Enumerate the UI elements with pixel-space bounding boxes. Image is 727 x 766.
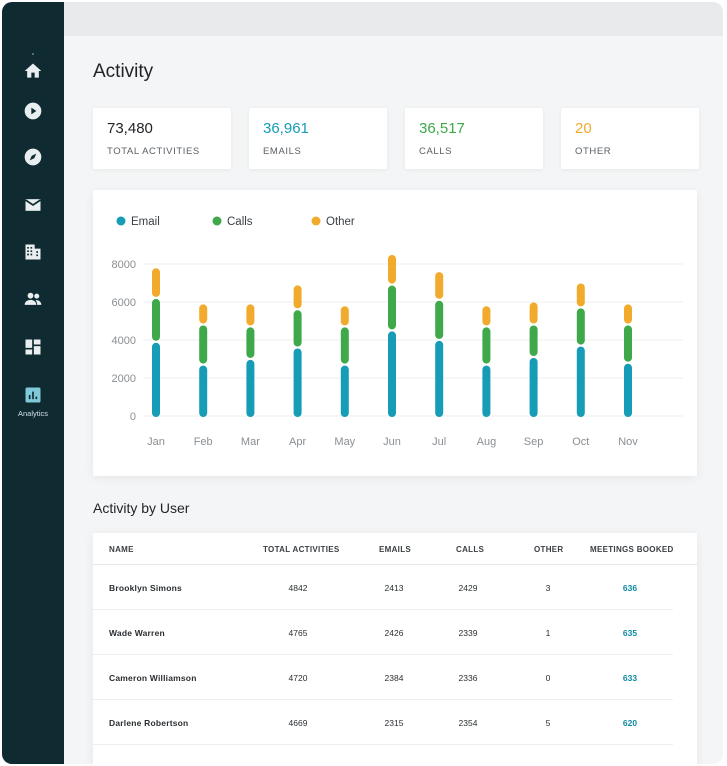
- dashboard-icon: [25, 339, 41, 355]
- cell-emails: 2384: [384, 673, 404, 683]
- page-title: Activity: [93, 61, 154, 82]
- stat-label: OTHER: [575, 146, 612, 157]
- sidebar-item-label: Analytics: [17, 409, 48, 418]
- stat-card-calls: 36,517 CALLS: [405, 108, 543, 169]
- cell-total: 4765: [288, 628, 308, 638]
- table-row[interactable]: Cameron Williamson 4720 2384 2336 0 633: [93, 655, 673, 700]
- y-tick-label: 2000: [112, 373, 136, 385]
- legend-dot: [212, 216, 222, 226]
- compass-icon: [24, 148, 42, 166]
- legend-dot: [311, 216, 321, 226]
- sidebar-item-dashboards[interactable]: [2, 337, 64, 357]
- x-tick-label: Jul: [432, 436, 446, 448]
- stat-card-other: 20 OTHER: [561, 108, 699, 169]
- activity-chart-card: 0 2000 4000 6000 8000 Email Calls Other Jan Feb Ma…: [93, 190, 697, 476]
- analytics-icon: [25, 387, 41, 403]
- legend-label: Calls: [227, 216, 253, 228]
- stat-value: 20: [575, 120, 592, 137]
- stat-value: 36,961: [263, 120, 309, 137]
- stat-label: EMAILS: [263, 146, 302, 157]
- x-tick-label: Aug: [477, 436, 497, 448]
- column-header-other[interactable]: OTHER: [534, 545, 564, 554]
- cell-total: 4720: [288, 673, 308, 683]
- table-row[interactable]: Darlene Robertson 4669 2315 2354 5 620: [93, 700, 673, 745]
- sidebar-indicator: [32, 53, 34, 55]
- sidebar-item-home[interactable]: [2, 61, 64, 81]
- cell-meetings[interactable]: 636: [622, 583, 638, 593]
- x-tick-label: Nov: [618, 436, 638, 448]
- top-bar: [64, 2, 723, 36]
- stat-value: 36,517: [419, 120, 465, 137]
- stat-card-emails: 36,961 EMAILS: [249, 108, 387, 169]
- sidebar: Analytics: [2, 2, 64, 764]
- table-row[interactable]: Wade Warren 4765 2426 2339 1 635: [93, 610, 673, 655]
- x-tick-label: May: [334, 436, 355, 448]
- x-tick-label: Sep: [524, 436, 544, 448]
- legend-dot: [116, 216, 126, 226]
- column-header-meetings[interactable]: MEETINGS BOOKED: [590, 545, 674, 554]
- cell-other: 1: [545, 628, 551, 638]
- cell-calls: 2429: [458, 583, 478, 593]
- y-tick-label: 6000: [112, 297, 136, 309]
- cell-other: 0: [545, 673, 551, 683]
- sidebar-item-companies[interactable]: [2, 242, 64, 262]
- x-tick-label: Jun: [383, 436, 401, 448]
- y-tick-label: 4000: [112, 335, 136, 347]
- stat-label: CALLS: [419, 146, 453, 157]
- x-tick-label: Apr: [289, 436, 306, 448]
- column-header-calls[interactable]: CALLS: [456, 545, 485, 554]
- sidebar-item-contacts[interactable]: [2, 289, 64, 309]
- mail-icon: [25, 199, 41, 211]
- table-row[interactable]: Brooklyn Simons 4842 2413 2429 3 636: [93, 565, 673, 610]
- column-header-total[interactable]: TOTAL ACTIVITIES: [263, 545, 340, 554]
- building-icon: [25, 244, 41, 260]
- stat-label: TOTAL ACTIVITIES: [107, 146, 200, 157]
- cell-name: Wade Warren: [109, 628, 165, 638]
- cell-name: Brooklyn Simons: [109, 583, 182, 593]
- activity-chart: 0 2000 4000 6000 8000 Email Calls Other Jan Feb Ma…: [112, 216, 683, 448]
- x-tick-label: Jan: [147, 436, 165, 448]
- cell-other: 3: [545, 583, 551, 593]
- play-icon: [24, 102, 42, 120]
- cell-total: 4669: [288, 718, 308, 728]
- stat-card-total: 73,480 TOTAL ACTIVITIES: [93, 108, 231, 169]
- x-tick-label: Mar: [241, 436, 260, 448]
- y-tick-label: 8000: [112, 259, 136, 271]
- cell-meetings[interactable]: 620: [622, 718, 638, 728]
- header-divider: [93, 564, 697, 565]
- x-tick-label: Oct: [572, 436, 589, 448]
- sidebar-item-mail[interactable]: [2, 195, 64, 215]
- people-icon: [24, 292, 42, 305]
- stat-value: 73,480: [107, 120, 153, 137]
- cell-calls: 2354: [458, 718, 478, 728]
- cell-emails: 2315: [384, 718, 404, 728]
- cell-emails: 2413: [384, 583, 404, 593]
- x-tick-label: Feb: [194, 436, 213, 448]
- cell-calls: 2339: [458, 628, 478, 638]
- cell-name: Darlene Robertson: [109, 718, 189, 728]
- cell-meetings[interactable]: 633: [622, 673, 638, 683]
- column-header-name[interactable]: NAME: [109, 545, 134, 554]
- column-header-emails[interactable]: EMAILS: [379, 545, 412, 554]
- sidebar-item-play[interactable]: [2, 101, 64, 121]
- y-tick-label: 0: [130, 411, 136, 423]
- cell-meetings[interactable]: 635: [622, 628, 638, 638]
- legend-label: Other: [326, 216, 355, 228]
- legend-label: Email: [131, 216, 160, 228]
- cell-calls: 2336: [458, 673, 478, 683]
- cell-emails: 2426: [384, 628, 404, 638]
- sidebar-item-explore[interactable]: [2, 147, 64, 167]
- cell-name: Cameron Williamson: [109, 673, 197, 683]
- home-icon: [24, 63, 42, 78]
- activity-table: NAME TOTAL ACTIVITIES EMAILS CALLS OTHER…: [93, 533, 697, 766]
- cell-other: 5: [545, 718, 551, 728]
- section-title: Activity by User: [93, 500, 190, 516]
- sidebar-item-analytics[interactable]: Analytics: [2, 385, 64, 418]
- cell-total: 4842: [288, 583, 308, 593]
